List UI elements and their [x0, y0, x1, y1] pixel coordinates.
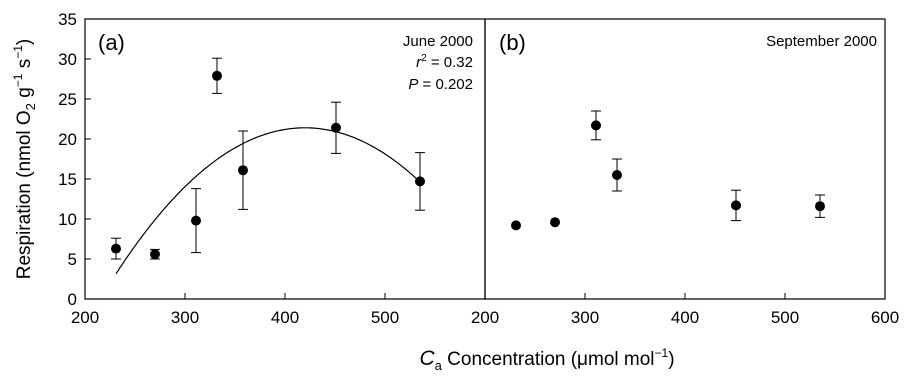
axis-ticks: 0 5 10 15 20 25 30 35 200 300 400 500 200 300 400 500 60… [58, 10, 899, 327]
x-axis-title: Ca Concentration (μmol mol−1) [419, 346, 674, 373]
data-point [511, 220, 521, 231]
data-point [212, 70, 222, 81]
data-point [612, 170, 622, 180]
y-tick-label: 0 [68, 290, 77, 309]
panel-a-r2: r2 = 0.32 [416, 53, 473, 71]
x-tick-label: 300 [171, 308, 199, 327]
panel-a-label: (a) [98, 30, 125, 55]
data-point [150, 249, 160, 260]
data-point [591, 120, 601, 131]
data-point [550, 217, 560, 228]
data-marks [111, 57, 825, 275]
fit-curve [115, 127, 421, 275]
y-tick-label: 20 [58, 130, 77, 149]
y-tick-label: 15 [58, 170, 77, 189]
x-tick-label: 600 [871, 308, 899, 327]
panel-b-label: (b) [499, 30, 526, 55]
data-point [731, 200, 741, 211]
data-point [331, 122, 341, 133]
y-tick-label: 5 [68, 250, 77, 269]
data-point [191, 215, 201, 226]
data-point [111, 243, 121, 254]
x-tick-label: 400 [271, 308, 299, 327]
x-tick-label: 200 [71, 308, 99, 327]
panel-a-date: June 2000 [403, 33, 473, 50]
y-tick-label: 30 [58, 50, 77, 69]
data-point [815, 201, 825, 212]
x-tick-label: 400 [671, 308, 699, 327]
panel-b-date: September 2000 [766, 33, 877, 50]
data-point [238, 165, 248, 176]
x-tick-label: 500 [771, 308, 799, 327]
y-tick-label: 35 [58, 10, 77, 29]
x-tick-label: 300 [571, 308, 599, 327]
y-axis-title: Respiration (nmol O2 g−1 s−1) [11, 39, 38, 280]
data-point [415, 176, 425, 187]
x-tick-label: 200 [471, 308, 499, 327]
y-tick-label: 10 [58, 210, 77, 229]
plot-frame [84, 18, 886, 300]
y-tick-label: 25 [58, 90, 77, 109]
panel-b-frame [484, 18, 886, 300]
panel-a-p: P = 0.202 [408, 76, 473, 93]
x-tick-label: 500 [371, 308, 399, 327]
